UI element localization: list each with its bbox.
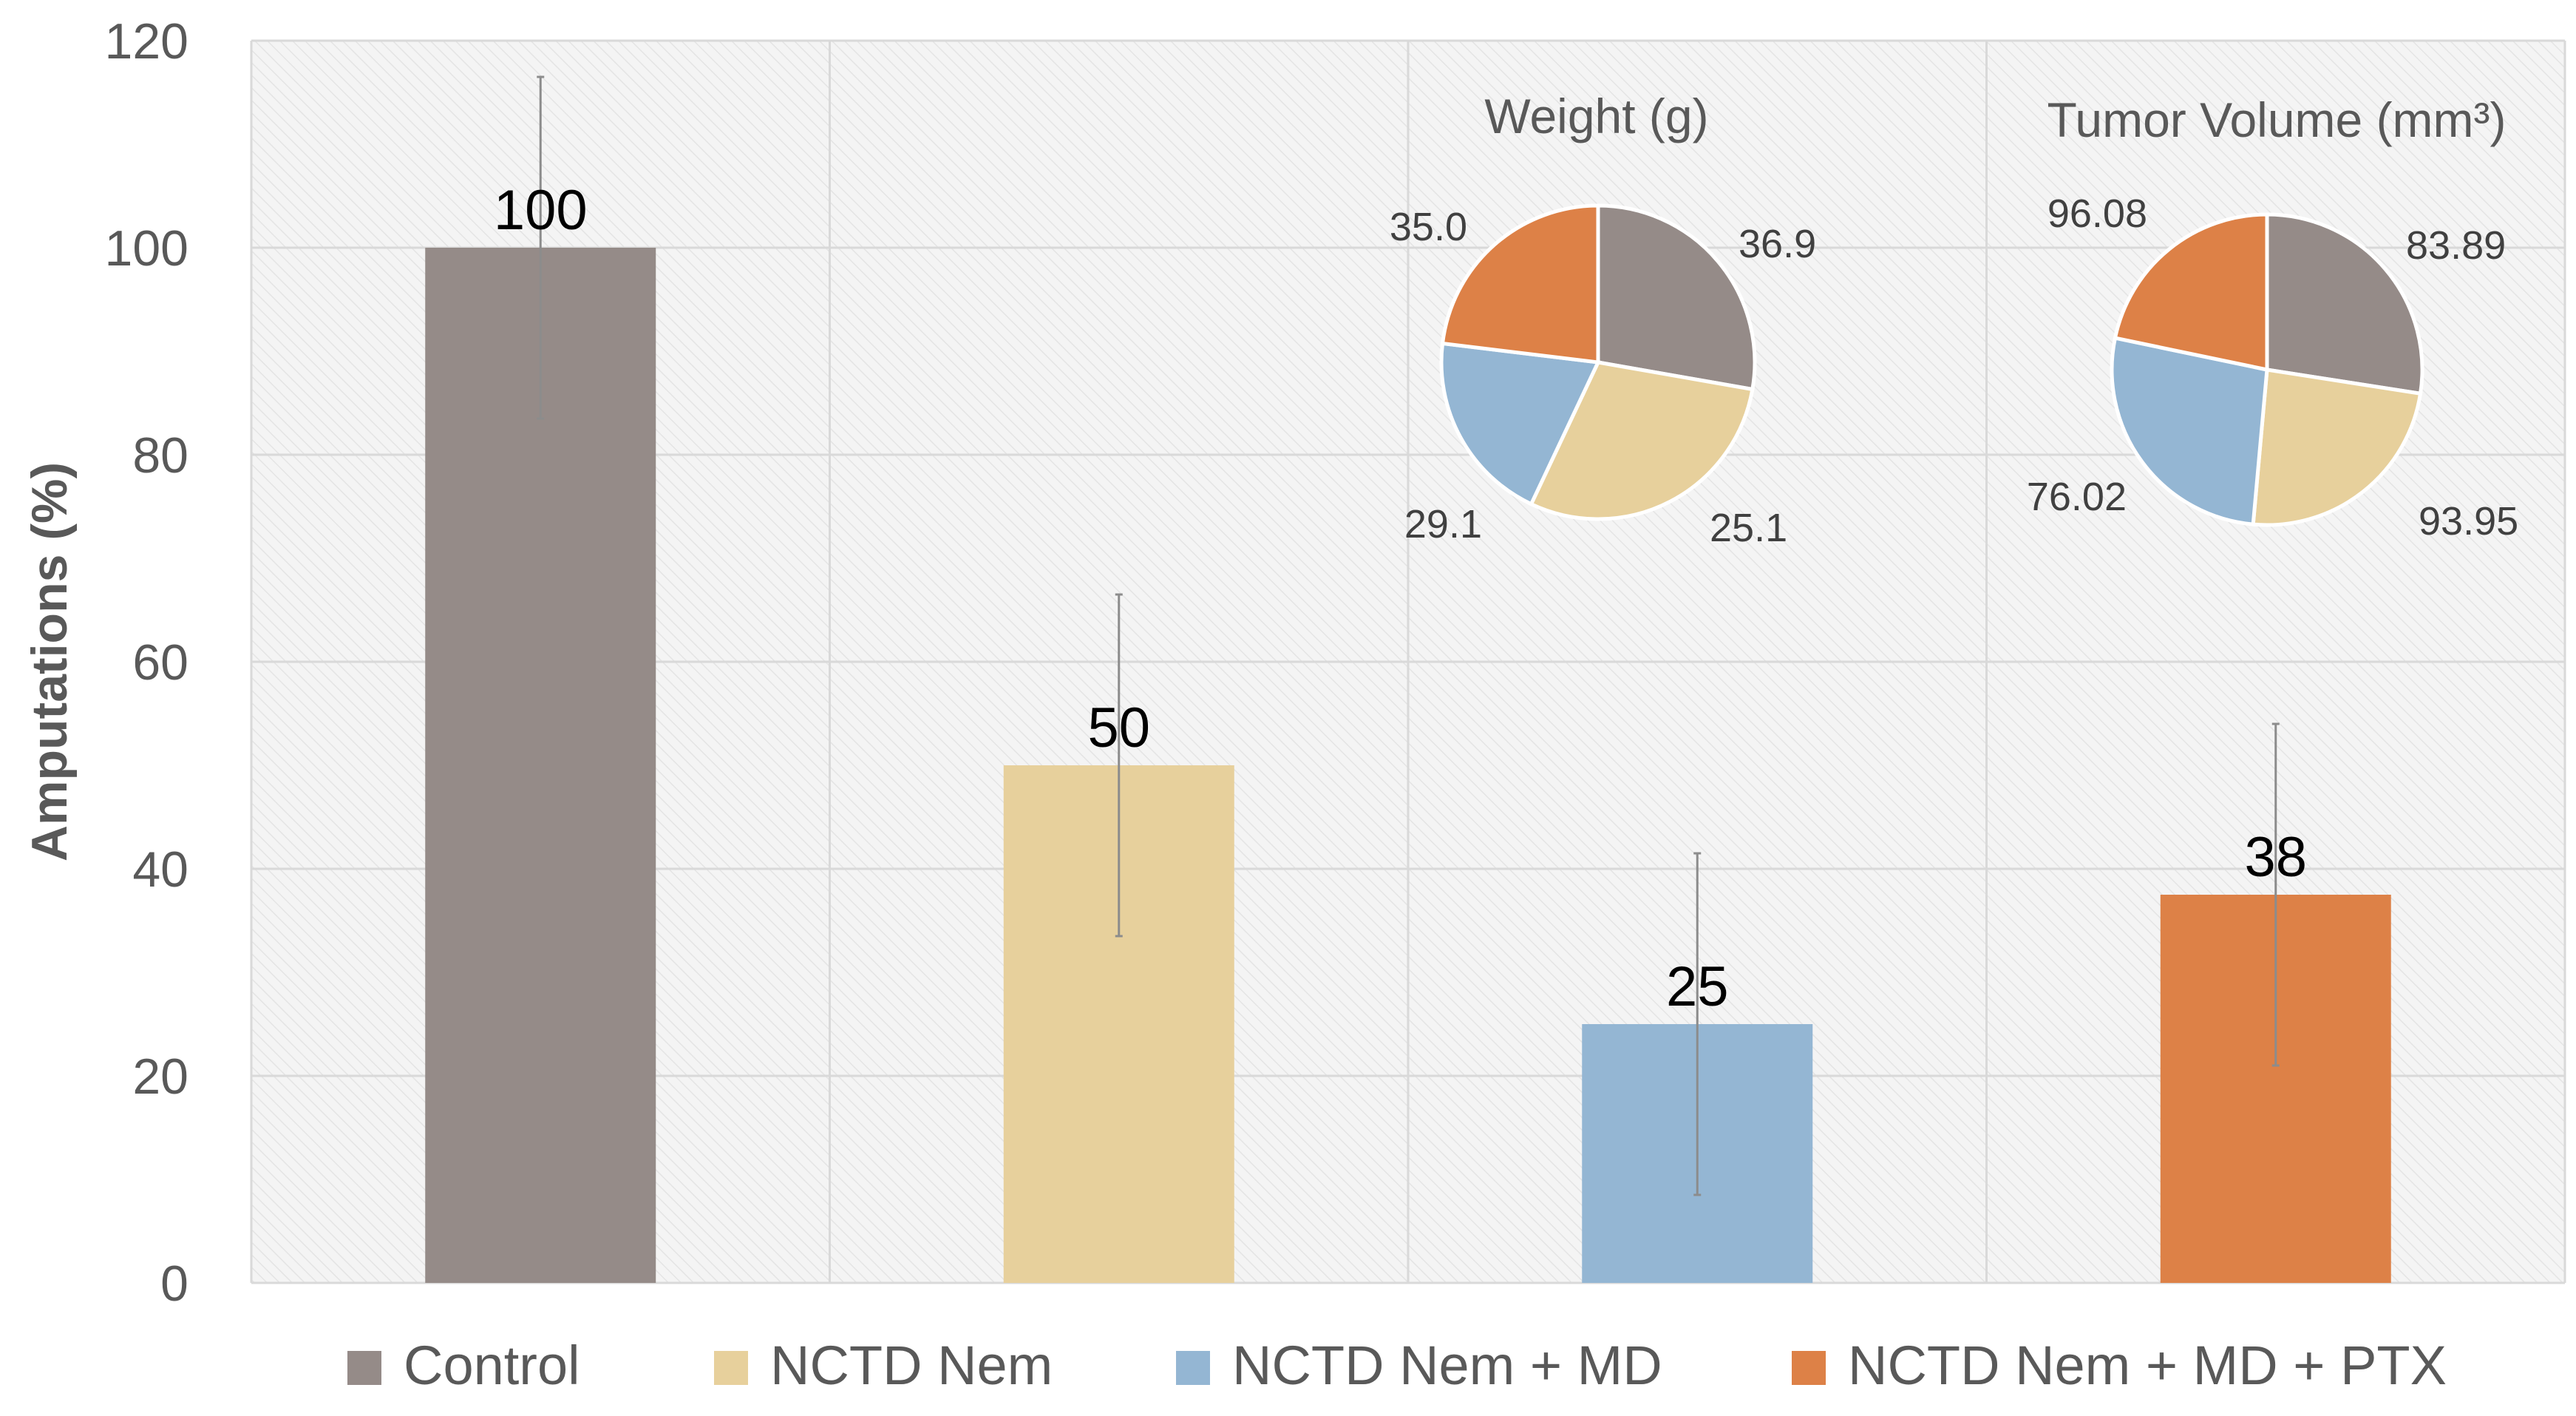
y-tick-label: 100 <box>105 220 188 277</box>
pie-slice <box>2265 212 2424 396</box>
pie-slice <box>1529 360 1755 521</box>
pie-slice <box>1440 203 1600 365</box>
bar-value-label: 100 <box>494 179 588 242</box>
pie-value-label: 93.95 <box>2419 499 2518 543</box>
weight-pie-title: Weight (g) <box>1484 89 1708 143</box>
legend-label: Control <box>404 1335 580 1396</box>
pie-value-label: 25.1 <box>1710 506 1787 550</box>
legend-swatch <box>714 1351 748 1385</box>
bar <box>425 248 656 1283</box>
legend-swatch <box>1176 1351 1210 1385</box>
legend-swatch <box>1792 1351 1826 1385</box>
pie-value-label: 29.1 <box>1404 502 1482 546</box>
legend-label: NCTD Nem + MD + PTX <box>1848 1335 2447 1396</box>
bar-value-label: 50 <box>1087 697 1150 759</box>
pie-value-label: 83.89 <box>2406 223 2506 268</box>
pie-value-label: 76.02 <box>2027 475 2127 519</box>
pie-slice <box>2113 212 2269 373</box>
bars: 100 50 25 38 <box>425 75 2391 1283</box>
legend-label: NCTD Nem <box>770 1335 1053 1396</box>
y-tick-label: 0 <box>160 1256 188 1312</box>
pie-slice <box>2251 367 2423 527</box>
weight-pie: 35.0 36.9 25.1 29.1 <box>1390 203 1816 550</box>
y-tick-label: 20 <box>132 1049 188 1105</box>
tumor-volume-pie-title: Tumor Volume (mm³) <box>2047 92 2507 147</box>
y-tick-label: 120 <box>105 13 188 70</box>
pie-slice <box>2110 336 2269 526</box>
tumor-volume-pie: 96.08 83.89 93.95 76.02 <box>2027 192 2518 543</box>
y-tick-label: 40 <box>132 841 188 898</box>
pie-slice <box>1596 203 1757 392</box>
legend: Control NCTD Nem NCTD Nem + MD NCTD Nem + M… <box>347 1335 2447 1396</box>
bar-value-label: 38 <box>2244 826 2307 889</box>
legend-swatch <box>347 1351 381 1385</box>
pie-value-label: 96.08 <box>2047 192 2147 236</box>
pie-value-label: 35.0 <box>1390 205 1467 249</box>
bar-value-label: 25 <box>1666 955 1729 1018</box>
y-tick-label: 60 <box>132 634 188 691</box>
y-tick-label: 80 <box>132 427 188 484</box>
legend-label: NCTD Nem + MD <box>1232 1335 1662 1396</box>
y-axis-label: Amputations (%) <box>21 462 78 861</box>
pie-value-label: 36.9 <box>1739 222 1816 266</box>
y-axis: 0 20 40 60 80 100 120 <box>105 13 188 1312</box>
pie-slice <box>1439 341 1601 507</box>
